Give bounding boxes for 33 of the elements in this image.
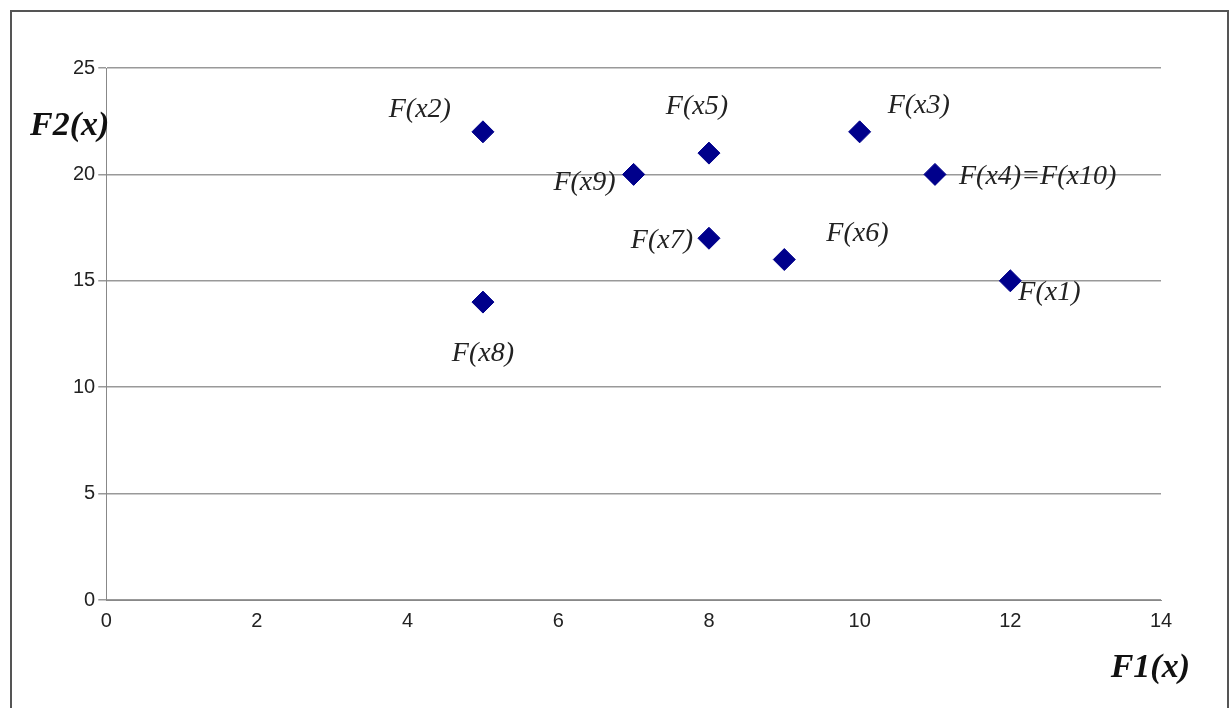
point: [697, 141, 721, 165]
y-tick-label: 5: [84, 481, 96, 504]
x-axis-title: F1(x): [1109, 646, 1190, 685]
annotation: F(x7): [629, 222, 693, 254]
y-tick-label: 0: [84, 587, 96, 610]
y-tick-label: 25: [73, 55, 96, 78]
x-tick-label: 10: [848, 608, 871, 631]
x-tick-label: 6: [552, 608, 564, 631]
y-axis-title: F2(x): [29, 104, 110, 143]
point: [923, 162, 947, 186]
annotation: F(x1): [1017, 275, 1081, 307]
annotation: F(x3): [886, 88, 950, 120]
annotation: F(x9): [552, 164, 616, 196]
y-tick-label: 20: [73, 161, 96, 184]
point: [848, 120, 872, 144]
annotation: F(x4)=F(x10): [957, 158, 1117, 190]
x-tick-label: 8: [703, 608, 715, 631]
x-tick-label: 0: [100, 608, 112, 631]
y-tick-label: 15: [73, 268, 96, 291]
annotation: F(x6): [825, 215, 889, 247]
point: [622, 162, 646, 186]
y-tick-label: 10: [73, 374, 96, 397]
point: [697, 226, 721, 250]
point: [471, 290, 495, 314]
point: [471, 120, 495, 144]
annotation: F(x2): [387, 92, 451, 124]
annotation: F(x5): [664, 89, 729, 121]
point: [772, 248, 796, 272]
x-tick-label: 4: [402, 608, 414, 631]
x-tick-label: 12: [999, 608, 1022, 631]
annotation: F(x8): [450, 336, 515, 368]
x-tick-label: 2: [251, 608, 263, 631]
x-tick-label: 14: [1149, 608, 1173, 631]
